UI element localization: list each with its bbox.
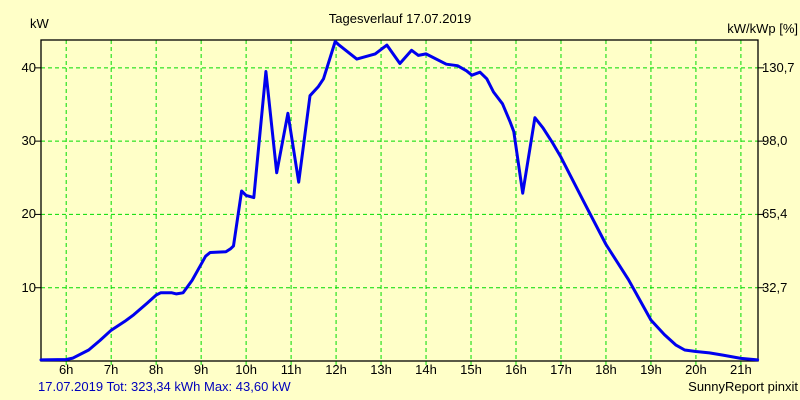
- left-axis-unit-label: kW: [30, 16, 49, 31]
- plot-frame: [40, 39, 759, 362]
- right-axis-tick-label: 130,7: [762, 59, 795, 75]
- x-axis-tick-label: 14h: [415, 362, 437, 377]
- x-axis-tick-label: 7h: [103, 362, 119, 377]
- x-axis-tick-label: 11h: [280, 362, 302, 377]
- x-axis-tick-label: 16h: [505, 362, 527, 377]
- x-axis-tick-label: 18h: [595, 362, 617, 377]
- summary-text: 17.07.2019 Tot: 323,34 kWh Max: 43,60 kW: [38, 379, 291, 394]
- right-axis-tick-label: 65,4: [762, 206, 788, 222]
- right-axis-tick-label: 98,0: [762, 133, 788, 149]
- x-axis-tick-label: 21h: [730, 362, 752, 377]
- chart-title: Tagesverlauf 17.07.2019: [328, 11, 472, 26]
- x-axis-tick-label: 13h: [370, 362, 392, 377]
- left-axis-tick-label: 30: [21, 133, 36, 149]
- right-axis-unit-label: kW/kWp [%]: [727, 21, 798, 36]
- left-axis-tick-label: 10: [21, 279, 36, 295]
- x-axis-tick-label: 6h: [58, 362, 74, 377]
- left-axis-tick-label: 20: [21, 206, 36, 222]
- power-curve: [39, 40, 760, 362]
- x-axis-tick-label: 17h: [550, 362, 572, 377]
- x-axis-tick-label: 19h: [640, 362, 662, 377]
- x-axis-tick-label: 20h: [685, 362, 707, 377]
- x-axis-tick-label: 8h: [148, 362, 164, 377]
- right-axis-tick-label: 32,7: [762, 279, 788, 295]
- x-axis-tick-label: 15h: [460, 362, 482, 377]
- x-axis-tick-label: 12h: [325, 362, 347, 377]
- x-axis-tick-label: 9h: [193, 362, 209, 377]
- left-axis-tick-label: 40: [21, 59, 36, 75]
- credit-text: SunnyReport pinxit: [688, 379, 798, 394]
- x-axis-tick-label: 10h: [235, 362, 257, 377]
